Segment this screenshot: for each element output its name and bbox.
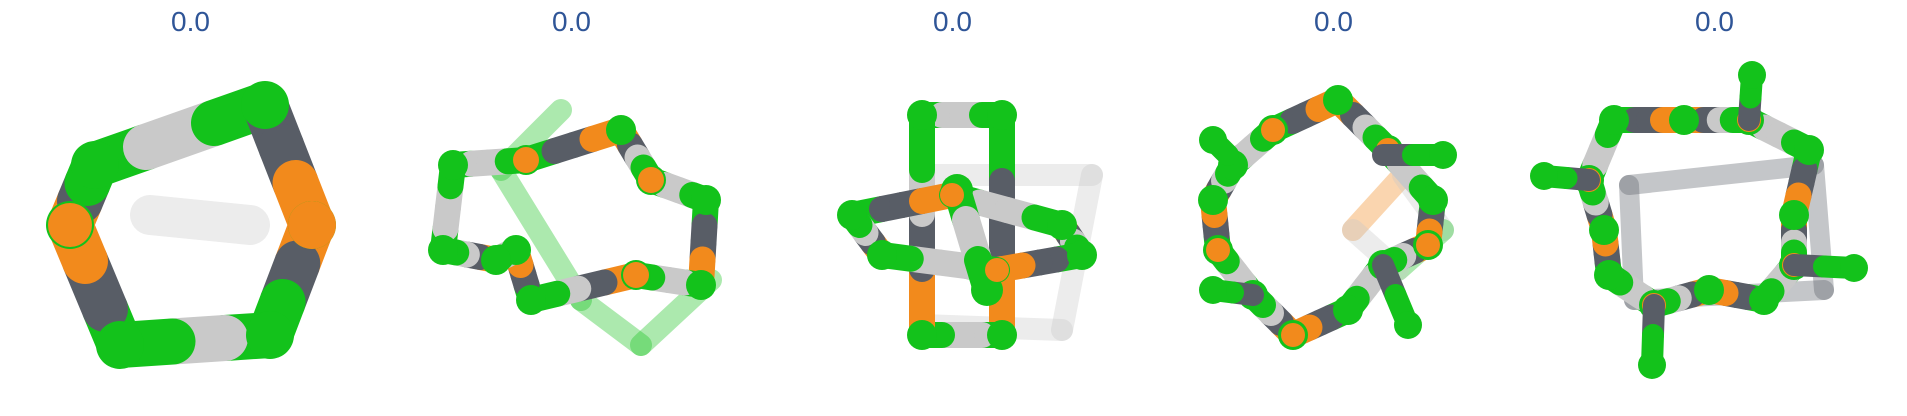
molecule-render-twisted-ring <box>428 99 722 356</box>
panel-3: 0.0 <box>762 0 1143 416</box>
panel-2: 0.0 <box>381 0 762 416</box>
panel-value-label: 0.0 <box>1314 6 1353 37</box>
panel-5: 0.0 <box>1524 0 1905 416</box>
molecule-render-pentagon <box>46 81 336 369</box>
panel-value-label: 0.0 <box>933 6 972 37</box>
molecule-render-branched-square <box>1530 61 1868 379</box>
panel-value-label: 0.0 <box>171 6 210 37</box>
molecule-render-crown <box>1198 85 1457 350</box>
panel-value-label: 0.0 <box>552 6 591 37</box>
panel-4: 0.0 <box>1143 0 1524 416</box>
panel-1: 0.0 <box>0 0 381 416</box>
panel-value-label: 0.0 <box>1695 6 1734 37</box>
molecule-render-cage <box>837 100 1103 350</box>
